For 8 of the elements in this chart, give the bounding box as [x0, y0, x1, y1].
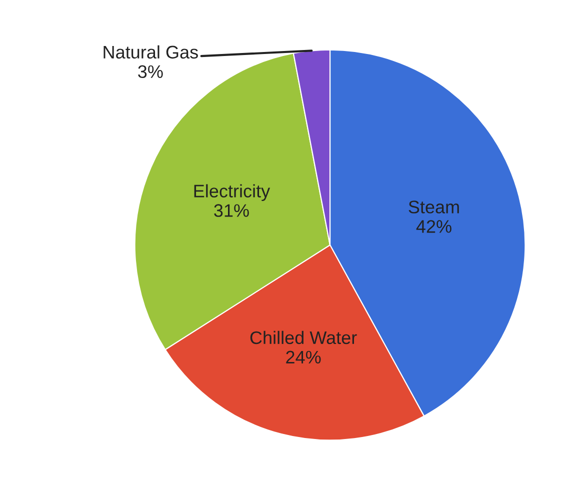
- slice-label: Natural Gas: [104, 45, 198, 59]
- slice-label: Electricity: [194, 184, 270, 202]
- slice-label: Steam: [408, 200, 459, 214]
- data-label: 42%: [416, 220, 452, 233]
- data-label: 31%: [214, 204, 249, 217]
- data-label: 24%: [286, 350, 321, 364]
- data-label: 3%: [138, 65, 163, 78]
- slice-label: Chilled Water: [250, 330, 357, 344]
